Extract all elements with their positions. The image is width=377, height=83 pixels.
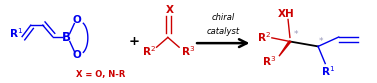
Text: R$^3$: R$^3$ (181, 44, 196, 58)
Polygon shape (279, 42, 291, 56)
Text: +: + (129, 35, 139, 48)
Text: R$^1$: R$^1$ (321, 64, 335, 78)
Text: X = O, N-R: X = O, N-R (75, 70, 125, 79)
Text: R$^3$: R$^3$ (262, 54, 276, 68)
Text: O: O (72, 15, 81, 25)
Text: R$^2$: R$^2$ (257, 31, 271, 44)
Text: O: O (72, 50, 81, 60)
Text: *: * (319, 37, 323, 46)
Text: XH: XH (278, 9, 294, 19)
Text: X: X (166, 5, 174, 16)
Text: chiral: chiral (212, 13, 235, 21)
Text: R$^1$: R$^1$ (9, 26, 23, 40)
Text: *: * (293, 30, 298, 39)
Text: catalyst: catalyst (207, 27, 240, 36)
Text: R$^2$: R$^2$ (142, 44, 156, 58)
Text: B: B (61, 31, 70, 44)
